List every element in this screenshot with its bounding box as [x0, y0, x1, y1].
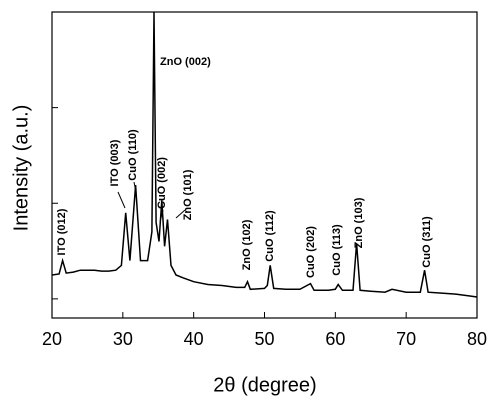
peak-arrow: [175, 209, 186, 219]
x-tick-label: 80: [467, 329, 487, 349]
x-tick-label: 50: [254, 329, 274, 349]
peak-label: CuO (113): [331, 224, 343, 276]
peak-label: ZnO (103): [353, 197, 365, 248]
peak-arrow: [133, 181, 137, 193]
x-tick-label: 70: [396, 329, 416, 349]
peak-label: ITO (012): [56, 208, 68, 255]
x-tick-label: 40: [184, 329, 204, 349]
peak-label: CuO (112): [264, 210, 276, 262]
peak-label: CuO (002): [156, 157, 168, 209]
peak-arrow: [159, 209, 164, 223]
y-axis-label: Intensity (a.u.): [10, 105, 32, 232]
peak-label: CuO (110): [127, 129, 139, 181]
x-axis-label: 2θ (degree): [213, 374, 316, 396]
x-tick-label: 30: [113, 329, 133, 349]
peak-arrow: [117, 191, 126, 209]
x-tick-label: 60: [325, 329, 345, 349]
peak-label: ITO (003): [109, 139, 121, 186]
x-tick-label: 20: [42, 329, 62, 349]
pattern-line: [51, 11, 478, 298]
peak-label: CuO (202): [305, 226, 317, 278]
peak-label: ZnO (002): [160, 56, 211, 68]
peak-label: ZnO (102): [241, 219, 253, 270]
peak-label: ZnO (101): [182, 169, 194, 220]
peak-label: CuO (311): [421, 216, 433, 268]
